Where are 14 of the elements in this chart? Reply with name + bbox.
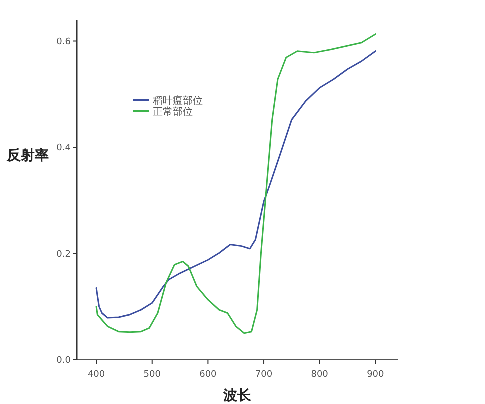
legend-label: 正常部位 xyxy=(153,106,193,118)
y-tick-label: 0.6 xyxy=(56,37,72,48)
y-tick-label: 0.0 xyxy=(56,356,72,366)
x-tick-label: 400 xyxy=(88,370,106,380)
y-tick-label: 0.4 xyxy=(56,144,72,154)
x-tick-label: 800 xyxy=(311,370,329,380)
y-tick-label: 0.2 xyxy=(56,250,71,260)
y-axis-title: 反射率 xyxy=(6,147,49,164)
x-tick-label: 900 xyxy=(367,370,385,380)
x-tick-label: 600 xyxy=(200,370,218,380)
x-tick-label: 700 xyxy=(255,370,273,380)
x-axis-title: 波长 xyxy=(222,388,252,404)
x-tick-label: 500 xyxy=(144,370,162,380)
legend-label: 稻叶瘟部位 xyxy=(153,95,203,107)
